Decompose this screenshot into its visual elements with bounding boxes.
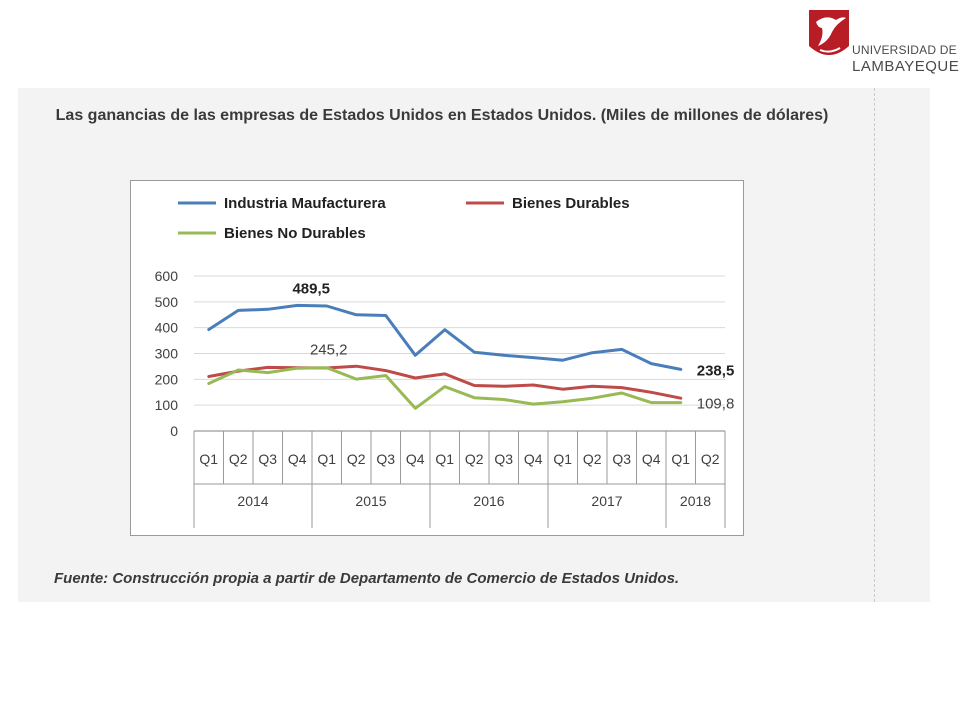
x-tick-label: Q1 <box>671 451 690 467</box>
x-tick-label: Q2 <box>347 451 366 467</box>
data-label: 109,8 <box>697 396 735 413</box>
x-tick-label: Q4 <box>406 451 425 467</box>
year-label: 2016 <box>473 493 504 509</box>
x-tick-label: Q2 <box>465 451 484 467</box>
x-tick-label: Q4 <box>642 451 661 467</box>
x-tick-label: Q2 <box>229 451 248 467</box>
series-line <box>207 303 683 371</box>
x-tick-label: Q4 <box>288 451 307 467</box>
chart-title: Las ganancias de las empresas de Estados… <box>55 107 829 124</box>
y-tick-label: 400 <box>155 320 179 336</box>
y-tick-label: 100 <box>155 397 179 413</box>
x-tick-label: Q2 <box>701 451 720 467</box>
data-label: 238,5 <box>697 362 735 379</box>
data-label: 489,5 <box>292 280 330 297</box>
y-tick-label: 500 <box>155 294 179 310</box>
legend-label: Industria Maufacturera <box>224 195 386 212</box>
x-tick-label: Q1 <box>199 451 218 467</box>
logo-line2: LAMBAYEQUE <box>852 58 960 75</box>
y-tick-label: 600 <box>155 268 179 284</box>
slide-divider-line <box>874 88 875 602</box>
y-tick-label: 300 <box>155 346 179 362</box>
university-logo: UNIVERSIDAD DE LAMBAYEQUE <box>806 6 960 78</box>
source-note: Fuente: Construcción propia a partir de … <box>54 570 680 587</box>
year-label: 2017 <box>591 493 622 509</box>
x-tick-label: Q3 <box>494 451 513 467</box>
legend-label: Bienes No Durables <box>224 225 366 242</box>
x-tick-label: Q4 <box>524 451 543 467</box>
y-tick-label: 0 <box>170 423 178 439</box>
logo-emblem-icon <box>809 10 849 55</box>
x-tick-label: Q1 <box>553 451 572 467</box>
year-label: 2018 <box>680 493 711 509</box>
x-tick-label: Q3 <box>376 451 395 467</box>
x-tick-label: Q3 <box>258 451 277 467</box>
x-tick-label: Q3 <box>612 451 631 467</box>
line-chart: 0 100 200 300 400 500 600 Q1 Q2 Q3 Q4 Q1 Q2 Q3 Q4 Q1 Q2 Q… <box>155 195 735 528</box>
x-tick-label: Q1 <box>435 451 454 467</box>
logo-line1: UNIVERSIDAD DE <box>852 43 957 57</box>
y-tick-label: 200 <box>155 371 179 387</box>
x-tick-label: Q1 <box>317 451 336 467</box>
data-label: 245,2 <box>310 342 348 359</box>
year-label: 2015 <box>355 493 386 509</box>
series-line <box>207 364 683 400</box>
series-line <box>207 366 683 410</box>
year-label: 2014 <box>237 493 268 509</box>
x-tick-label: Q2 <box>583 451 602 467</box>
legend-label: Bienes Durables <box>512 195 630 212</box>
